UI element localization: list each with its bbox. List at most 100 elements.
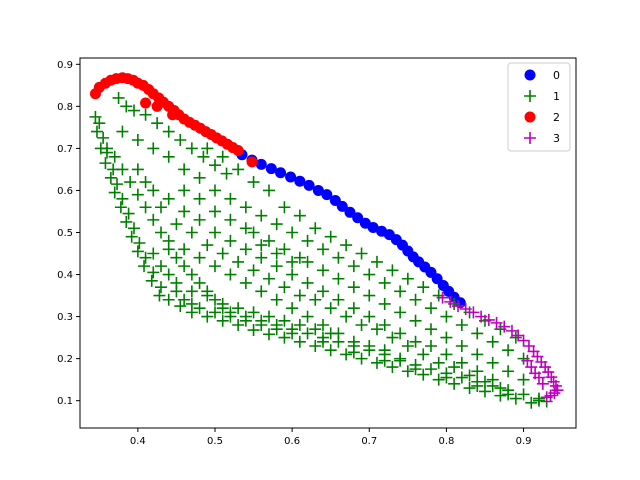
data-point-series-1 <box>193 302 206 315</box>
data-point-series-1 <box>378 318 391 331</box>
data-point-series-3 <box>467 306 480 319</box>
legend-box <box>507 62 571 152</box>
data-point-series-1 <box>138 260 151 273</box>
y-tick-label: 0.6 <box>57 186 73 197</box>
data-point-series-3 <box>482 313 495 326</box>
series-2 <box>89 72 258 168</box>
data-point-series-1 <box>255 251 268 264</box>
data-point-series-1 <box>100 142 113 155</box>
data-point-series-1 <box>316 243 329 256</box>
data-point-series-1 <box>208 293 221 306</box>
data-point-series-1 <box>378 297 391 310</box>
data-point-series-3 <box>539 361 552 374</box>
data-point-series-1 <box>286 268 299 281</box>
data-point-series-1 <box>133 237 146 249</box>
data-point-series-1 <box>104 171 117 184</box>
data-point-series-1 <box>185 142 198 155</box>
data-point-series-1 <box>471 365 484 378</box>
data-point-series-0 <box>275 167 287 179</box>
data-point-series-1 <box>455 318 468 331</box>
data-point-series-1 <box>201 239 214 252</box>
data-point-series-1 <box>409 293 422 306</box>
data-point-series-1 <box>270 293 283 306</box>
data-point-series-1 <box>363 289 376 302</box>
data-point-series-1 <box>502 344 515 357</box>
data-point-series-1 <box>120 215 133 228</box>
data-point-series-1 <box>417 368 430 381</box>
data-point-series-1 <box>147 247 160 260</box>
data-point-series-1 <box>255 285 268 298</box>
data-point-series-1 <box>532 394 545 407</box>
data-point-series-0 <box>336 200 348 212</box>
legend-item-2: 2 <box>524 111 560 124</box>
data-point-series-1 <box>455 356 468 369</box>
data-point-series-1 <box>340 239 353 252</box>
data-point-series-1 <box>394 306 407 319</box>
data-point-series-0 <box>352 212 364 224</box>
data-point-series-1 <box>463 382 476 395</box>
data-point-series-1 <box>239 314 252 327</box>
data-point-series-1 <box>116 163 129 176</box>
data-point-series-1 <box>486 335 499 348</box>
data-point-series-1 <box>301 310 314 323</box>
data-point-series-1 <box>170 285 183 298</box>
data-point-series-1 <box>108 150 121 163</box>
data-point-series-1 <box>316 335 329 348</box>
data-point-series-1 <box>394 285 407 298</box>
data-point-series-1 <box>162 125 175 138</box>
data-point-series-1 <box>309 293 322 306</box>
data-point-series-1 <box>340 348 353 361</box>
legend-marker-2 <box>524 111 536 123</box>
data-point-series-1 <box>286 327 299 340</box>
data-point-series-1 <box>270 260 283 273</box>
data-point-series-1 <box>424 323 437 336</box>
data-point-series-1 <box>463 369 476 382</box>
data-point-series-1 <box>309 340 322 353</box>
data-point-series-3 <box>540 391 553 404</box>
data-point-series-1 <box>170 251 183 264</box>
data-point-series-1 <box>162 268 175 281</box>
data-point-series-1 <box>440 310 453 323</box>
data-point-series-1 <box>216 302 229 315</box>
data-point-series-1 <box>97 131 110 144</box>
data-point-series-1 <box>409 314 422 327</box>
x-tick-label: 0.9 <box>516 436 532 447</box>
data-point-series-1 <box>178 260 191 273</box>
data-point-series-1 <box>394 354 407 367</box>
data-point-series-1 <box>309 323 322 336</box>
y-tick-label: 0.9 <box>57 60 73 71</box>
data-point-series-1 <box>440 331 453 344</box>
data-point-series-1 <box>340 310 353 323</box>
data-point-series-1 <box>216 247 229 260</box>
data-point-series-3 <box>536 377 549 390</box>
data-point-series-1 <box>502 388 515 401</box>
legend-item-3: 3 <box>524 132 560 145</box>
data-point-series-1 <box>448 377 461 390</box>
data-point-series-1 <box>502 365 515 378</box>
data-point-series-1 <box>386 331 399 344</box>
data-point-series-1 <box>278 243 291 256</box>
x-tick-label: 0.7 <box>361 436 377 447</box>
data-point-series-1 <box>293 318 306 331</box>
data-point-series-1 <box>239 222 252 235</box>
data-point-series-1 <box>114 201 127 214</box>
data-point-series-1 <box>386 264 399 277</box>
data-point-series-1 <box>494 382 507 395</box>
data-point-series-2 <box>246 156 258 168</box>
data-point-series-1 <box>178 293 191 306</box>
data-point-series-1 <box>247 176 260 189</box>
data-point-series-1 <box>151 117 164 130</box>
data-point-series-1 <box>162 293 175 306</box>
data-point-series-1 <box>216 150 229 163</box>
data-point-series-1 <box>122 207 135 220</box>
data-point-series-1 <box>208 205 221 218</box>
data-point-series-1 <box>111 178 124 191</box>
y-tick-label: 0.5 <box>57 228 73 239</box>
data-point-series-2 <box>232 145 244 156</box>
data-point-series-1 <box>239 201 252 214</box>
data-point-series-1 <box>178 163 191 176</box>
data-point-series-1 <box>386 361 399 374</box>
legend: 0 1 2 3 <box>507 62 571 152</box>
data-point-series-1 <box>108 186 121 199</box>
data-point-series-1 <box>432 356 445 369</box>
